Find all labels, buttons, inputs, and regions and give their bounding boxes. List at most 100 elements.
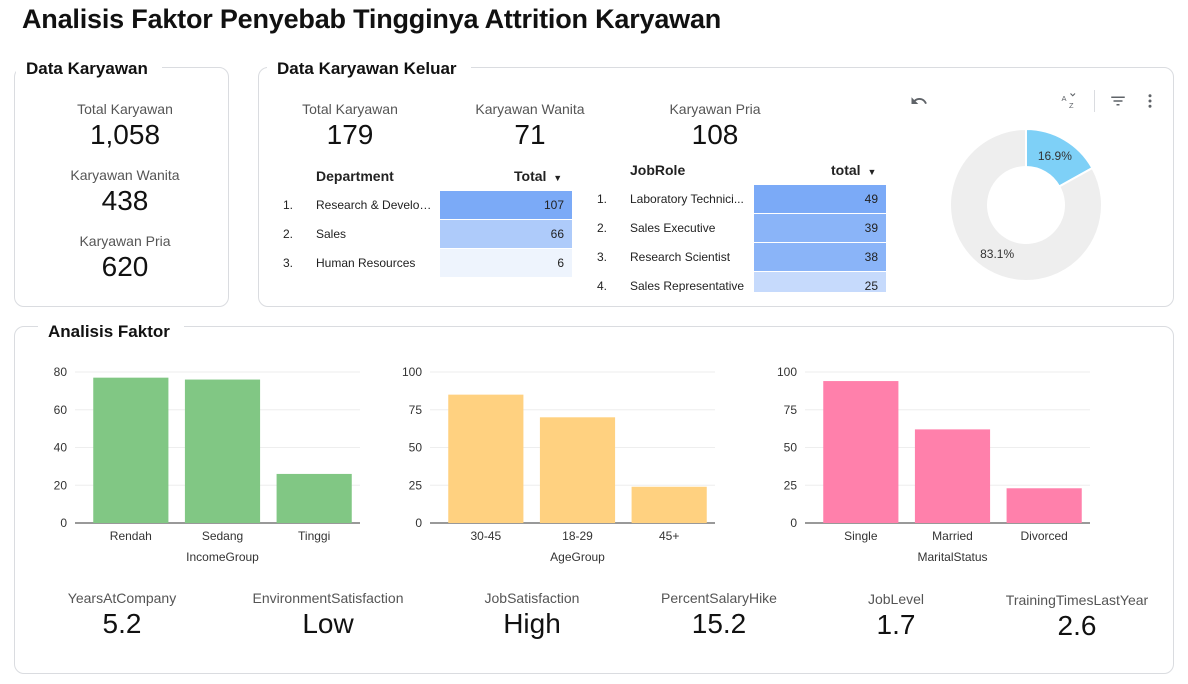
row-value: 49 <box>864 192 878 206</box>
kpi-value: High <box>503 608 561 639</box>
y-tick-label: 40 <box>54 441 68 455</box>
sort-az-icon[interactable]: A Z <box>1058 92 1080 115</box>
row-name: Sales <box>316 227 347 241</box>
row-index: 4. <box>597 279 608 292</box>
kpi-value: 1.7 <box>876 609 916 640</box>
kpi-label: TrainingTimesLastYear <box>1005 592 1149 608</box>
y-tick-label: 25 <box>409 478 423 492</box>
x-tick-label: Sedang <box>202 529 243 543</box>
row-name: Research & Develop... <box>316 198 436 212</box>
kpi-value: 108 <box>691 119 739 150</box>
row-index: 3. <box>597 250 608 264</box>
kpi-job-level: JobLevel 1.7 <box>826 590 966 642</box>
total-column-header[interactable]: Total ▼ <box>514 168 562 184</box>
kpi-label: Karyawan Pria <box>79 233 171 249</box>
kpi-keluar-wanita: Karyawan Wanita 71 <box>460 100 600 152</box>
kpi-label: Total Karyawan <box>302 101 398 117</box>
kpi-value: 1,058 <box>89 119 161 150</box>
x-tick-label: Single <box>844 529 878 543</box>
table-row[interactable]: 3. Human Resources 6 <box>280 249 574 277</box>
data-keluar-title: Data Karyawan Keluar <box>267 59 471 79</box>
row-value: 107 <box>543 198 564 212</box>
kpi-environment-satisfaction: EnvironmentSatisfaction Low <box>243 589 413 641</box>
jobrole-column-header[interactable]: JobRole <box>630 162 686 178</box>
bar[interactable] <box>631 486 707 523</box>
row-name: Laboratory Technici... <box>630 192 744 206</box>
table-row[interactable]: 4. Sales Representative 25 <box>594 272 888 292</box>
table-row[interactable]: 1. Research & Develop... 107 <box>280 191 574 219</box>
kpi-value: 5.2 <box>102 608 142 639</box>
bar[interactable] <box>539 417 616 523</box>
undo-icon[interactable] <box>908 92 930 115</box>
row-name: Human Resources <box>316 256 416 270</box>
svg-text:A: A <box>1062 94 1067 103</box>
row-bar <box>440 220 572 248</box>
y-tick-label: 0 <box>415 516 422 530</box>
x-tick-label: 30-45 <box>470 529 501 543</box>
more-vert-icon[interactable] <box>1139 92 1161 115</box>
total-header-label: total <box>831 162 861 178</box>
bar[interactable] <box>823 381 899 523</box>
bar[interactable] <box>914 429 991 523</box>
kpi-label: EnvironmentSatisfaction <box>252 590 404 606</box>
x-tick-label: Married <box>932 529 973 543</box>
toolbar-divider <box>1094 90 1095 112</box>
department-column-header[interactable]: Department <box>316 168 394 184</box>
marital-status-bar-chart: 0 25 50 75 100 Single Married Divorced MaritalSt… <box>777 365 1090 564</box>
age-group-bar-chart: 0 25 50 75 100 30-45 18-29 45+ AgeGroup <box>402 365 715 564</box>
row-bar <box>440 191 572 219</box>
x-tick-label: Divorced <box>1020 529 1067 543</box>
table-row[interactable]: 1. Laboratory Technici... 49 <box>594 185 888 213</box>
x-axis-label: MaritalStatus <box>917 550 987 564</box>
total-column-header[interactable]: total ▼ <box>831 162 876 178</box>
kpi-value: 2.6 <box>1057 610 1097 641</box>
income-group-bar-chart: 0 20 40 60 80 Rendah Sedang Tinggi IncomeGroup <box>54 365 360 564</box>
y-tick-label: 20 <box>54 478 68 492</box>
row-name: Sales Representative <box>630 279 745 292</box>
kpi-label: Karyawan Wanita <box>70 167 180 183</box>
kpi-training-times: TrainingTimesLastYear 2.6 <box>998 591 1156 643</box>
kpi-job-satisfaction: JobSatisfaction High <box>462 589 602 641</box>
kpi-label: JobLevel <box>867 591 925 607</box>
bar[interactable] <box>1006 488 1082 523</box>
total-header-label: Total <box>514 168 547 184</box>
row-name: Sales Executive <box>630 221 716 235</box>
kpi-label: PercentSalaryHike <box>661 590 777 606</box>
kpi-value: 179 <box>326 119 374 150</box>
y-tick-label: 75 <box>409 403 423 417</box>
y-tick-label: 0 <box>60 516 67 530</box>
kpi-value: 620 <box>101 251 149 282</box>
row-index: 1. <box>283 198 294 212</box>
bar[interactable] <box>276 473 352 523</box>
kpi-value: Low <box>302 608 354 639</box>
y-tick-label: 80 <box>54 365 68 379</box>
table-row[interactable]: 2. Sales Executive 39 <box>594 214 888 242</box>
row-bar <box>754 243 886 271</box>
data-karyawan-panel <box>14 67 229 307</box>
row-value: 6 <box>557 256 564 270</box>
bar[interactable] <box>93 377 169 523</box>
row-bar <box>440 249 572 277</box>
jobrole-table: JobRole total ▼ 1. Laboratory Technici..… <box>594 162 888 292</box>
row-value: 39 <box>864 221 878 235</box>
bar[interactable] <box>184 379 261 523</box>
x-tick-label: Rendah <box>110 529 152 543</box>
donut-slice-label: 83.1% <box>980 247 1014 261</box>
row-bar <box>754 272 886 292</box>
x-tick-label: 45+ <box>659 529 679 543</box>
sort-desc-icon: ▼ <box>867 167 877 177</box>
department-table: Department Total ▼ 1. Research & Develop… <box>280 168 574 278</box>
filter-icon[interactable] <box>1107 92 1129 115</box>
kpi-label: Karyawan Pria <box>669 101 761 117</box>
row-value: 25 <box>864 279 878 292</box>
table-row[interactable]: 3. Research Scientist 38 <box>594 243 888 271</box>
row-index: 2. <box>597 221 608 235</box>
attrition-donut-chart: 16.9% 83.1% <box>949 127 1103 282</box>
row-bar <box>754 185 886 213</box>
data-karyawan-title: Data Karyawan <box>16 59 162 79</box>
bar[interactable] <box>448 394 524 523</box>
donut-slice[interactable] <box>949 127 1103 282</box>
kpi-keluar-pria: Karyawan Pria 108 <box>645 100 785 152</box>
svg-text:Z: Z <box>1069 101 1074 110</box>
table-row[interactable]: 2. Sales 66 <box>280 220 574 248</box>
